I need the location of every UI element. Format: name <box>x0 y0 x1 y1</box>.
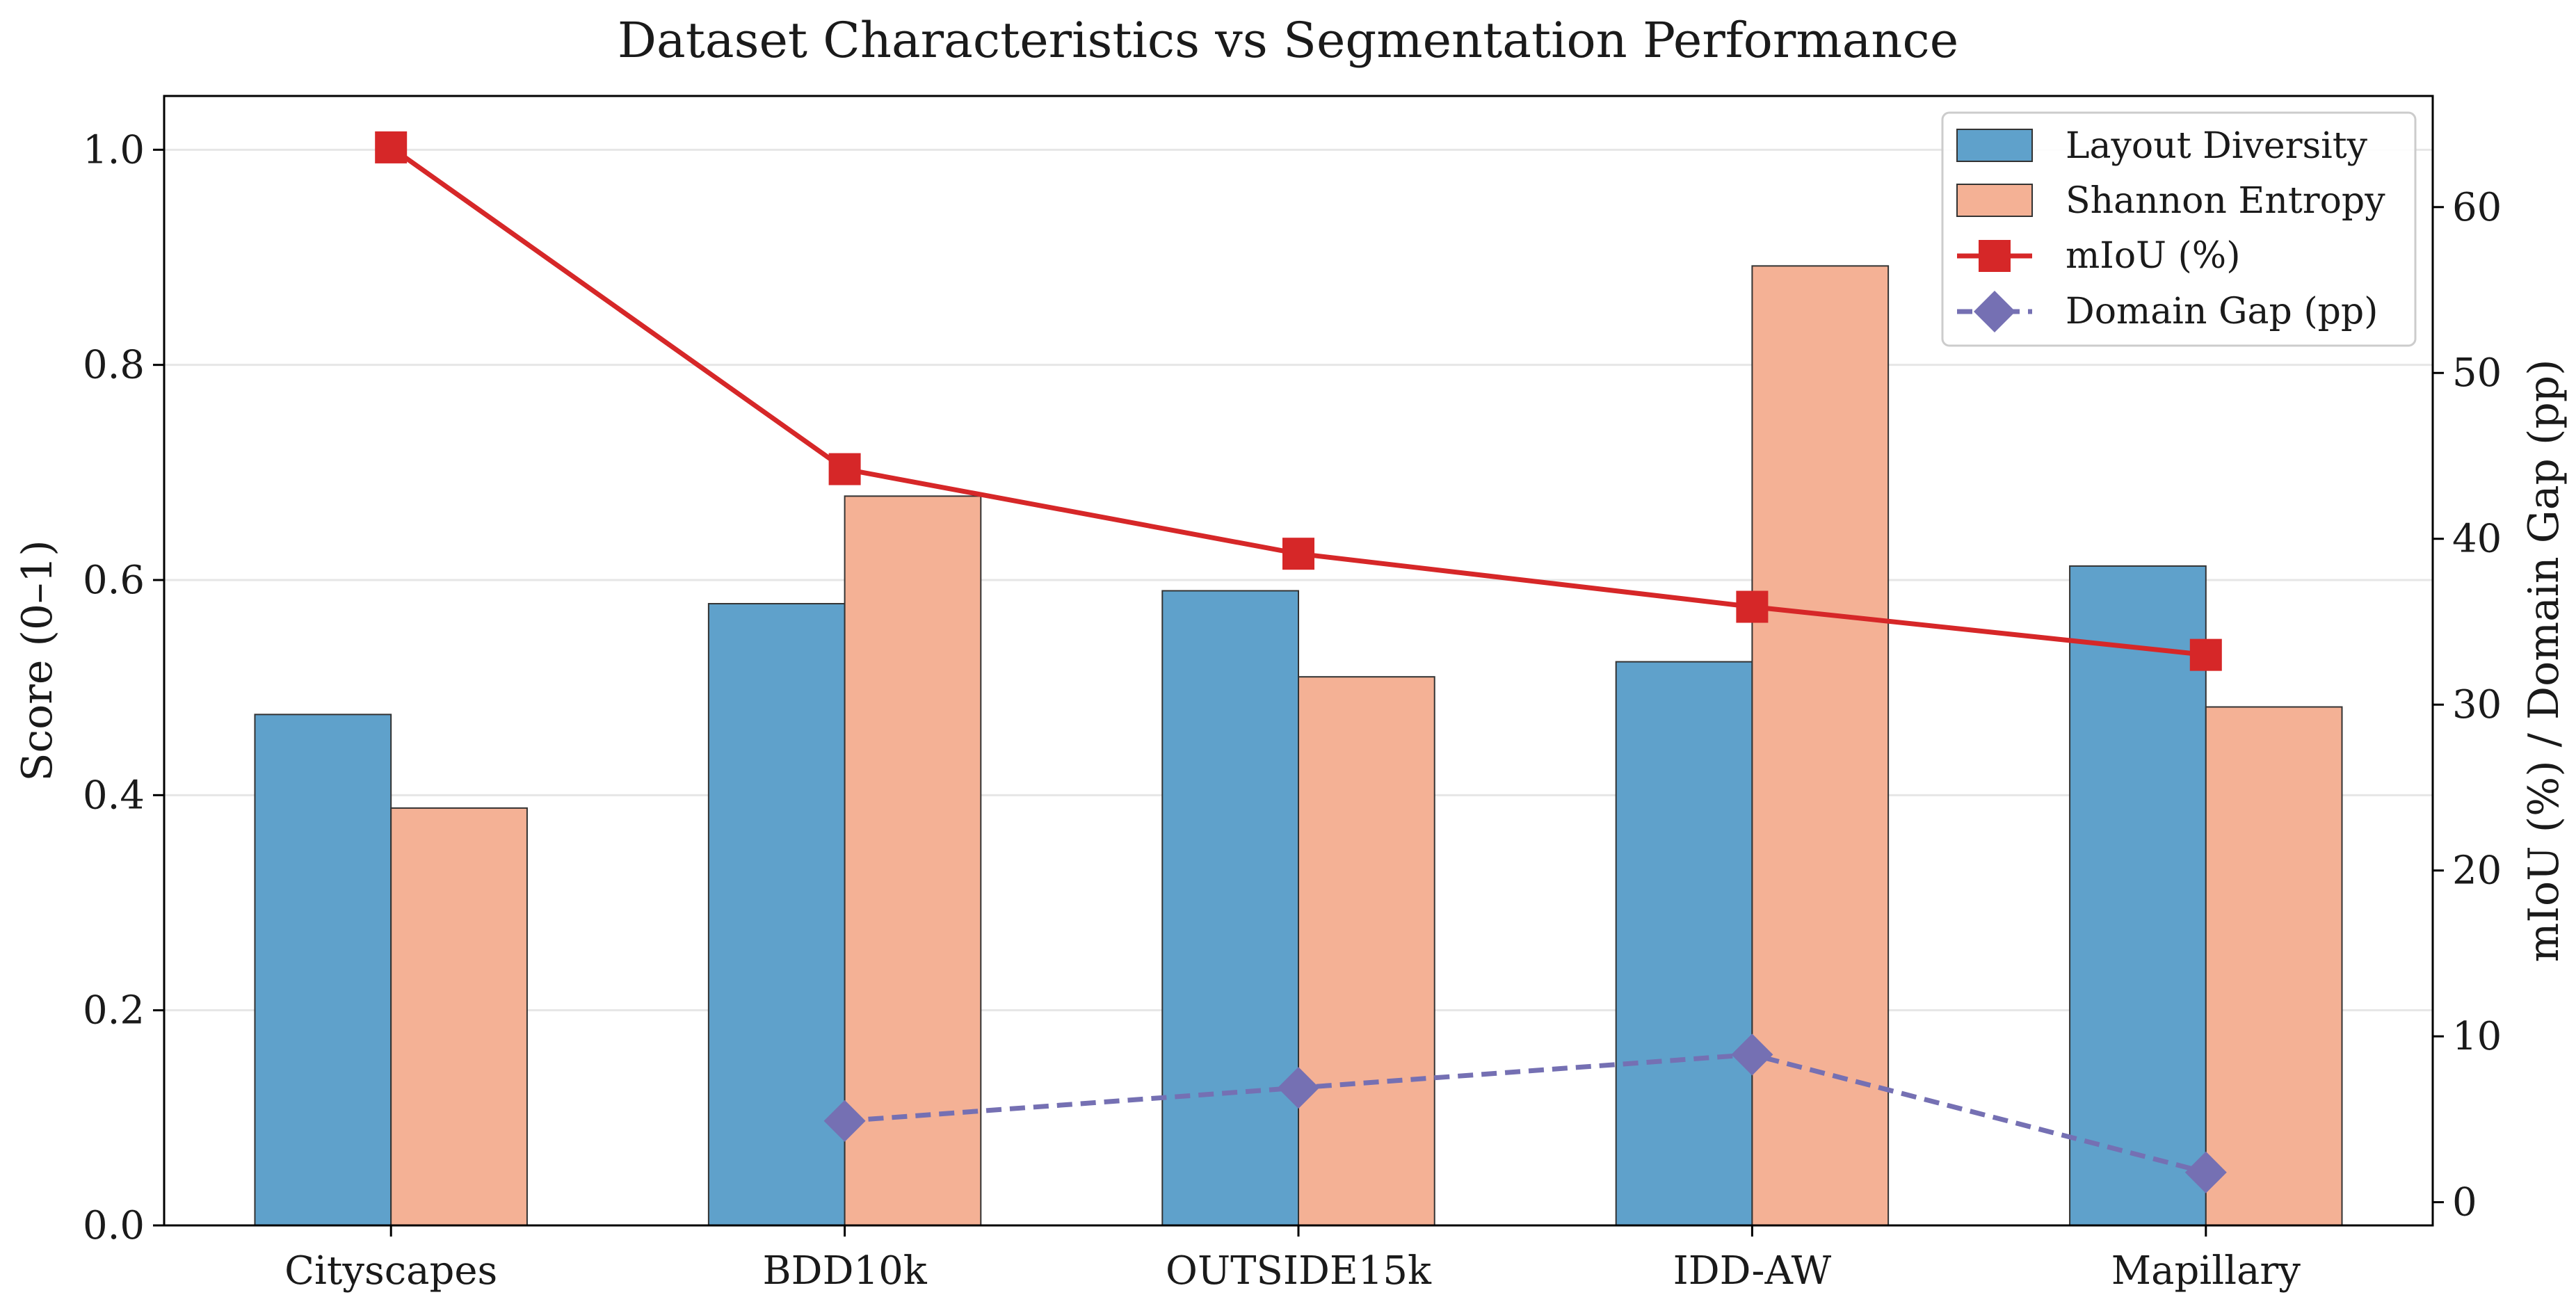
y-right-tick-label: 30 <box>2452 682 2502 727</box>
y-left-tick-label: 0.4 <box>83 773 145 818</box>
bar-shannon-entropy-idd-aw <box>1751 265 1890 1227</box>
line-miou <box>389 145 2207 658</box>
y-right-tick-label: 10 <box>2452 1014 2502 1059</box>
x-tick-label: Mapillary <box>2111 1248 2301 1294</box>
y-right-tick-label: 20 <box>2452 848 2502 894</box>
y-right-tick-label: 50 <box>2452 351 2502 396</box>
legend-marker-domain-gap <box>1974 291 2015 332</box>
x-axis-ticks: Cityscapes BDD10k OUTSIDE15k IDD-AW Mapillar… <box>284 1225 2301 1294</box>
y-right-tick-label: 40 <box>2452 517 2502 562</box>
marker-domain-gap-pp-idd-aw <box>1731 1033 1773 1076</box>
x-tick-label: BDD10k <box>763 1248 928 1294</box>
y-right-tick-label: 60 <box>2452 185 2502 230</box>
series-markers <box>375 131 2227 1193</box>
bar-shannon-entropy-mapillary <box>2205 706 2343 1226</box>
marker-miou-idd-aw <box>1736 590 1769 623</box>
x-tick-label: IDD-AW <box>1673 1248 1832 1294</box>
bar-layout-diversity-cityscapes <box>254 714 392 1227</box>
legend: Layout Diversity Shannon Entropy mIoU (%… <box>1941 111 2417 347</box>
bar-shannon-entropy-bdd10k <box>844 495 982 1226</box>
y-axis-left-label: Score (0–1) <box>13 540 62 781</box>
y-axis-left-ticks: 0.0 0.2 0.4 0.6 0.8 1.0 <box>83 127 164 1248</box>
bar-layout-diversity-bdd10k <box>707 603 846 1226</box>
legend-swatch-shannon-entropy <box>1956 184 2033 217</box>
y-right-tick-label: 0 <box>2452 1180 2477 1225</box>
bar-shannon-entropy-outside15k <box>1298 676 1435 1226</box>
x-tick-label: OUTSIDE15k <box>1166 1248 1432 1294</box>
marker-miou-mapillary <box>2189 638 2222 671</box>
legend-swatch-layout-diversity <box>1956 129 2033 162</box>
y-left-tick-label: 1.0 <box>83 127 145 172</box>
marker-miou-cityscapes <box>375 131 408 163</box>
marker-domain-gap-pp-bdd10k <box>823 1100 866 1142</box>
bar-layout-diversity-idd-aw <box>1615 661 1753 1226</box>
marker-miou-bdd10k <box>828 453 861 485</box>
line-domain-gap-pp <box>844 1052 2207 1175</box>
y-axis-right-label: mIoU (%) / Domain Gap (pp) <box>2520 359 2568 962</box>
legend-frame <box>1941 111 2417 347</box>
bar-layout-diversity-outside15k <box>1161 590 1300 1226</box>
legend-label-domain-gap: Domain Gap (pp) <box>2066 291 2378 332</box>
legend-label-layout-diversity: Layout Diversity <box>2066 125 2368 167</box>
y-left-tick-label: 0.8 <box>83 343 145 388</box>
bar-shannon-entropy-cityscapes <box>390 807 528 1226</box>
y-left-tick-label: 0.0 <box>83 1203 145 1248</box>
marker-domain-gap-pp-mapillary <box>2184 1151 2227 1193</box>
chart-title: Dataset Characteristics vs Segmentation … <box>618 12 1958 69</box>
y-left-tick-label: 0.6 <box>83 558 145 603</box>
y-axis-right-ticks: 0 10 20 30 40 50 60 <box>2433 185 2502 1225</box>
legend-label-shannon-entropy: Shannon Entropy <box>2066 180 2385 222</box>
marker-miou-outside15k <box>1282 538 1314 570</box>
bars <box>254 265 2343 1227</box>
bar-layout-diversity-mapillary <box>2069 565 2207 1226</box>
x-tick-label: Cityscapes <box>284 1248 497 1294</box>
legend-label-miou: mIoU (%) <box>2066 235 2241 277</box>
legend-marker-miou <box>1979 240 2011 272</box>
y-left-tick-label: 0.2 <box>83 988 145 1033</box>
marker-domain-gap-pp-outside15k <box>1278 1067 1319 1109</box>
